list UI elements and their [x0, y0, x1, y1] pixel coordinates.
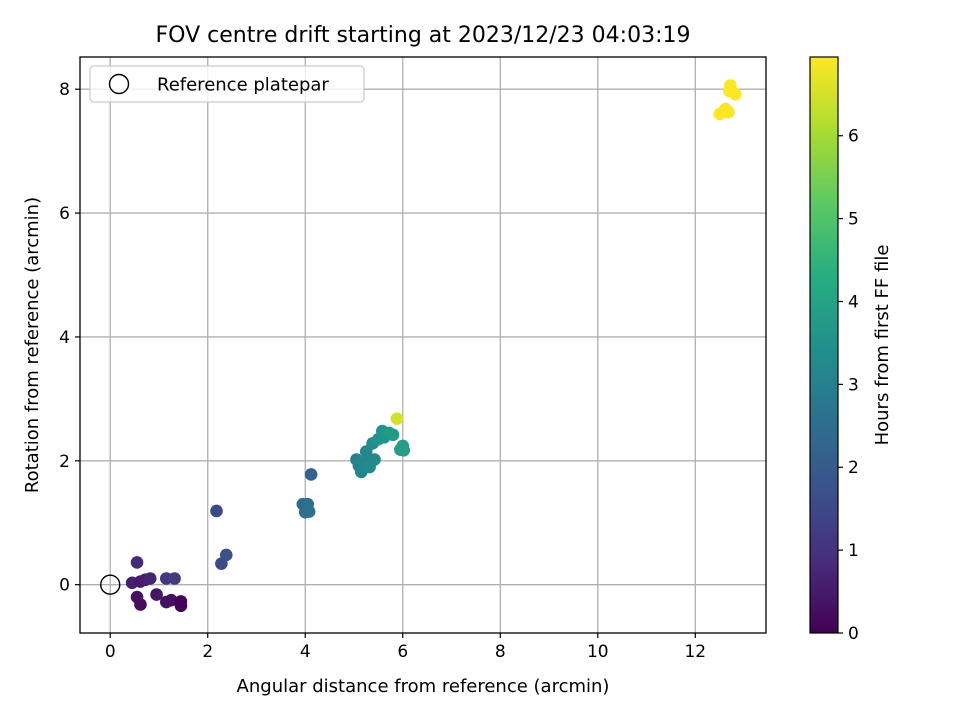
x-tick-label: 12 — [684, 642, 706, 662]
colorbar: 0 1 2 3 4 5 6 Hours from first FF file — [809, 56, 893, 644]
scatter-point — [304, 468, 318, 481]
scatter-point — [368, 453, 381, 466]
colorbar-tick-label: 0 — [848, 624, 859, 644]
legend-marker-icon — [108, 73, 130, 95]
x-tick-label: 6 — [397, 642, 408, 662]
legend: Reference platepar — [89, 65, 365, 103]
y-axis-ticks: 0 2 4 6 8 — [59, 80, 80, 596]
scatter-point — [302, 505, 316, 518]
scatter-point — [390, 412, 404, 426]
colorbar-tick-label: 6 — [848, 127, 859, 147]
x-tick-label: 2 — [202, 642, 213, 662]
x-tick-label: 4 — [300, 642, 311, 662]
colorbar-label: Hours from first FF file — [872, 245, 893, 446]
scatter-point — [143, 572, 157, 585]
colorbar-tick-label: 4 — [848, 292, 859, 312]
colorbar-frame — [809, 56, 839, 634]
scatter-point — [722, 105, 735, 119]
y-tick-label: 2 — [59, 452, 70, 472]
x-tick-label: 0 — [105, 642, 116, 662]
colorbar-ticks: 0 1 2 3 4 5 6 — [838, 127, 859, 644]
grid-lines — [80, 57, 766, 633]
y-tick-label: 6 — [59, 204, 70, 224]
scatter-point — [397, 443, 411, 457]
legend-label: Reference platepar — [157, 75, 329, 96]
scatter-point — [130, 556, 144, 569]
scatter-point — [728, 87, 742, 101]
y-tick-label: 8 — [59, 80, 70, 100]
y-tick-label: 4 — [59, 328, 70, 348]
colorbar-tick-label: 2 — [848, 458, 859, 478]
x-tick-label: 8 — [495, 642, 506, 662]
scatter-point — [150, 588, 163, 601]
plot-frame — [79, 56, 767, 634]
legend-box — [89, 65, 365, 103]
scatter-point — [386, 428, 400, 442]
y-tick-label: 0 — [59, 576, 70, 596]
data-points — [100, 79, 742, 613]
x-tick-label: 10 — [587, 642, 609, 662]
scatter-point — [174, 599, 188, 613]
reference-platepar-point — [100, 574, 121, 595]
scatter-point — [134, 598, 147, 611]
scatter-point — [168, 572, 181, 585]
colorbar-gradient — [810, 57, 838, 633]
colorbar-tick-label: 5 — [848, 210, 859, 230]
y-axis-label: Rotation from reference (arcmin) — [22, 197, 43, 493]
x-axis-ticks: 0 2 4 6 8 10 12 — [105, 633, 706, 662]
chart-title: FOV centre drift starting at 2023/12/23 … — [156, 23, 691, 48]
colorbar-tick-label: 3 — [848, 375, 859, 395]
colorbar-tick-label: 1 — [848, 541, 859, 561]
x-axis-label: Angular distance from reference (arcmin) — [237, 676, 610, 697]
scatter-point — [210, 504, 223, 518]
scatter-point — [219, 548, 233, 562]
scatter-point — [164, 593, 178, 607]
